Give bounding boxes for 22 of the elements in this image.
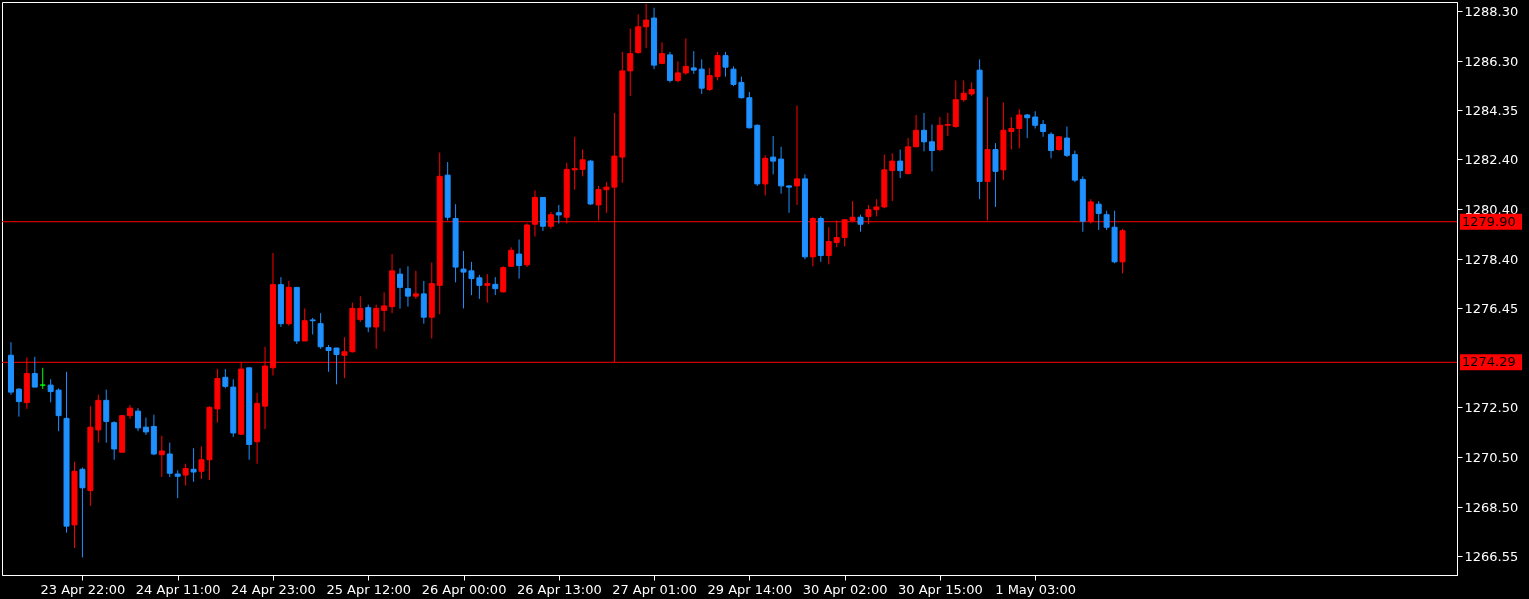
x-tick-label: 30 Apr 02:00: [802, 581, 888, 597]
ref-line-label: 1274.29: [1462, 354, 1516, 370]
y-tick-label: 1270.50: [1464, 449, 1519, 465]
y-tick-label: 1272.50: [1464, 399, 1519, 415]
y-tick-label: 1278.40: [1464, 251, 1519, 267]
x-tick-label: 1 May 03:00: [995, 581, 1077, 597]
y-tick-label: 1266.55: [1464, 548, 1519, 564]
x-tick-label: 27 Apr 01:00: [612, 581, 697, 597]
x-tick-label: 24 Apr 11:00: [135, 581, 221, 597]
y-tick-label: 1282.40: [1464, 151, 1519, 167]
y-tick-label: 1268.50: [1464, 499, 1519, 515]
y-tick-label: 1288.30: [1464, 3, 1519, 19]
y-tick-label: 1286.30: [1464, 53, 1519, 69]
y-tick-label: 1276.45: [1464, 300, 1519, 316]
x-tick-label: 24 Apr 23:00: [231, 581, 316, 597]
y-tick-label: 1284.35: [1464, 102, 1519, 118]
x-tick-label: 26 Apr 13:00: [516, 581, 602, 597]
x-tick-label: 30 Apr 15:00: [898, 581, 983, 597]
x-tick-label: 23 Apr 22:00: [40, 581, 126, 597]
x-tick-label: 26 Apr 00:00: [421, 581, 507, 597]
x-tick-label: 25 Apr 12:00: [326, 581, 412, 597]
x-tick-label: 29 Apr 14:00: [707, 581, 793, 597]
